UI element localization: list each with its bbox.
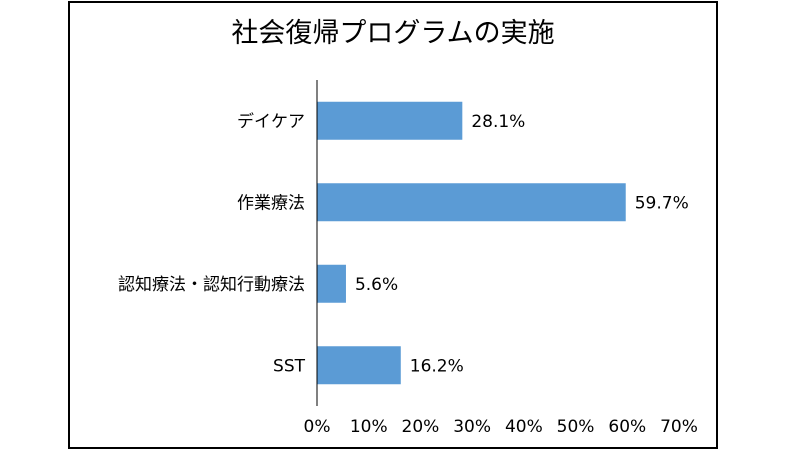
x-tick-label: 50% xyxy=(557,417,595,437)
x-tick-label: 70% xyxy=(660,417,698,437)
bar xyxy=(317,264,346,303)
ticks-layer: 0% 10% 20% 30% 40% 50% 60% 70% xyxy=(304,417,698,437)
data-label: 16.2% xyxy=(410,356,464,376)
x-tick-label: 10% xyxy=(350,417,388,437)
chart-title: 社会復帰プログラムの実施 xyxy=(231,18,555,49)
category-label: SST xyxy=(273,356,306,376)
x-tick-label: 20% xyxy=(402,417,440,437)
category-label: 作業療法 xyxy=(237,193,305,213)
x-tick-label: 40% xyxy=(505,417,543,437)
labels-layer: デイケア 28.1% 作業療法 59.7% 認知療法・認知行動療法 5.6% SST 16.2… xyxy=(118,111,689,377)
category-label: デイケア xyxy=(237,111,305,132)
bar xyxy=(317,346,401,385)
data-label: 28.1% xyxy=(471,112,525,132)
data-label: 59.7% xyxy=(635,193,689,213)
x-tick-label: 60% xyxy=(608,417,646,437)
x-tick-label: 30% xyxy=(453,417,491,437)
bar xyxy=(317,183,626,222)
bars-layer xyxy=(317,101,626,385)
data-label: 5.6% xyxy=(355,275,398,295)
bar xyxy=(317,101,463,140)
x-tick-label: 0% xyxy=(304,417,331,437)
category-label: 認知療法・認知行動療法 xyxy=(118,275,305,295)
